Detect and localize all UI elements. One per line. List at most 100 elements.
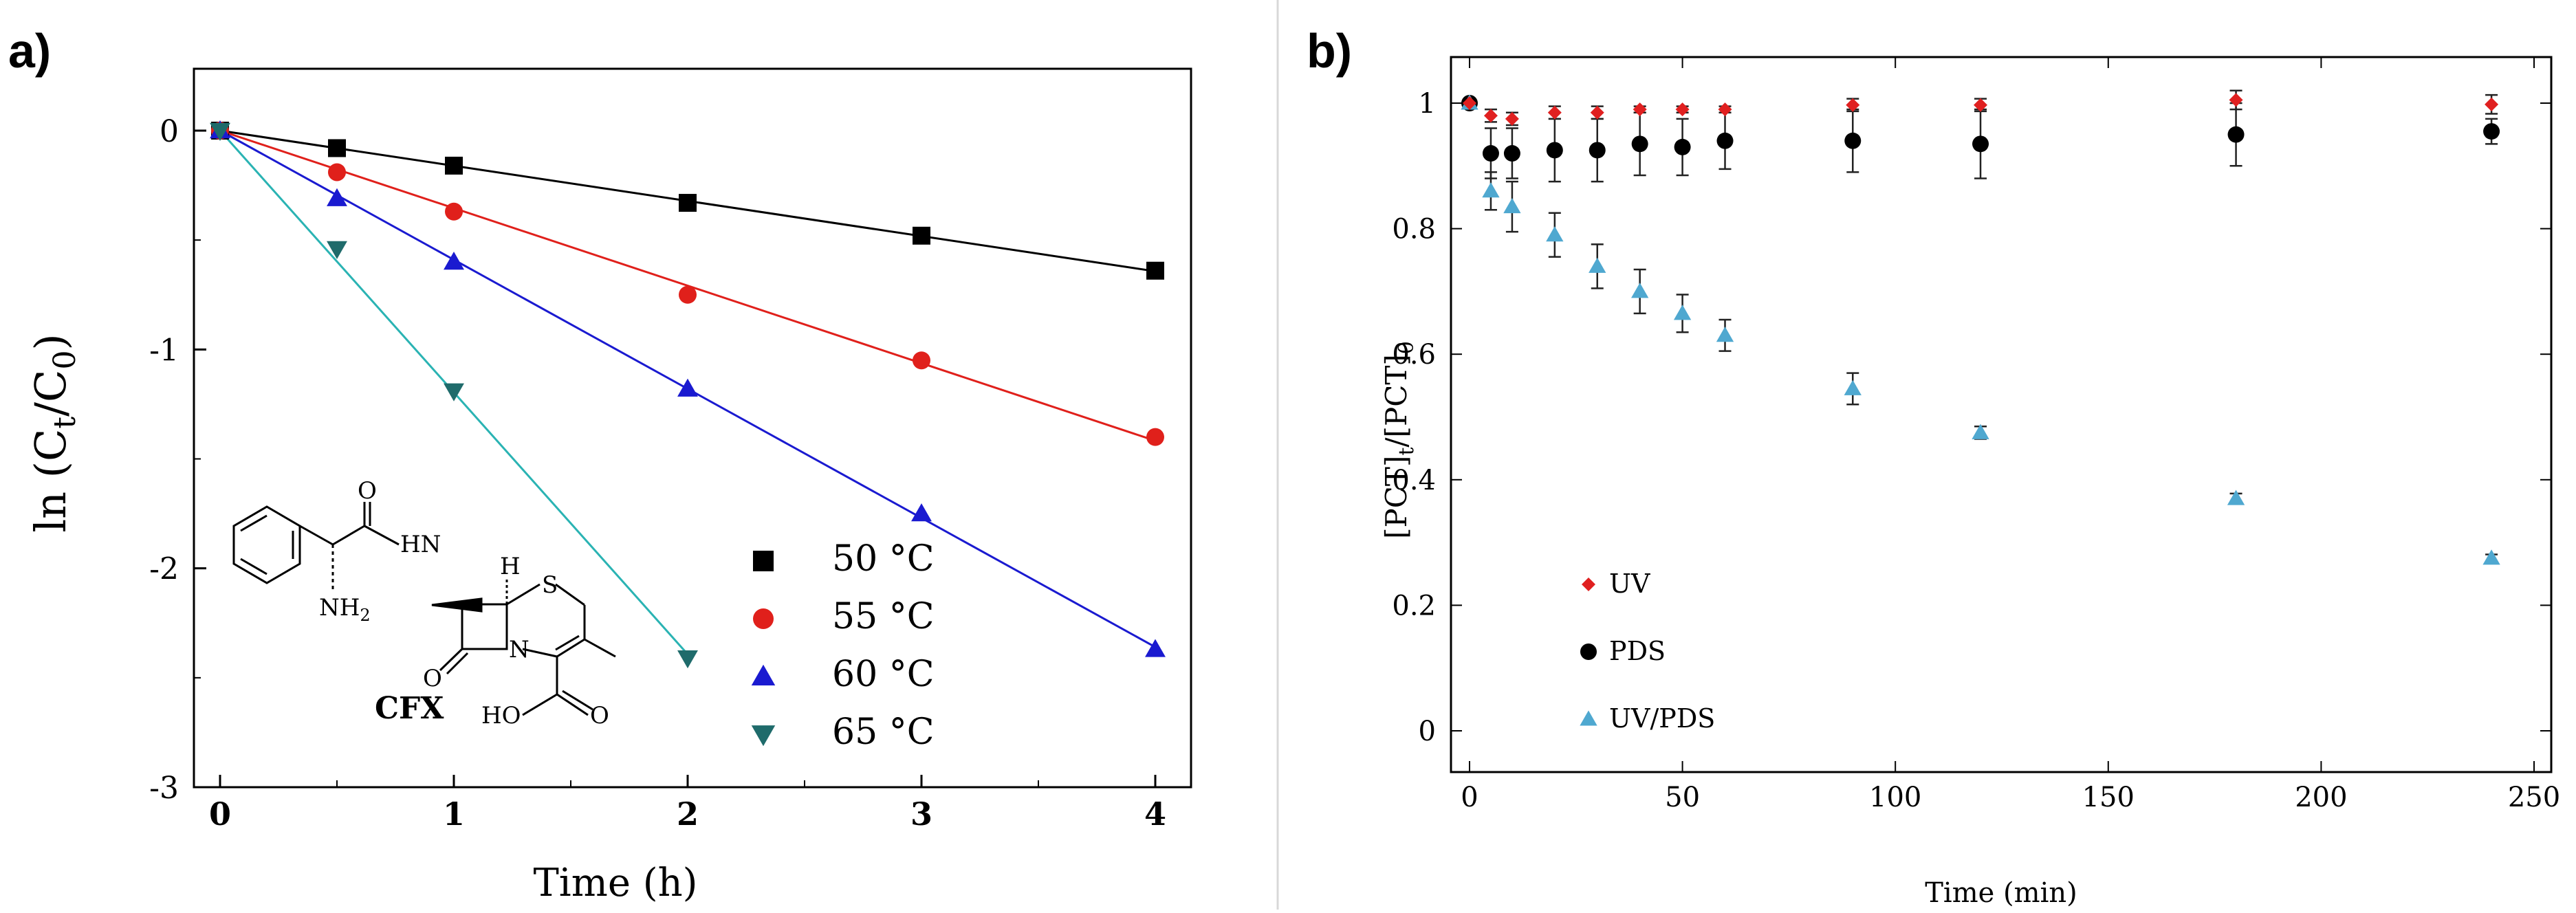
data-point bbox=[328, 139, 346, 157]
y-tick-label-a: 0 bbox=[160, 114, 179, 149]
legend-label: PDS bbox=[1609, 636, 1666, 666]
ylabel-b-a: [PCT] bbox=[1379, 456, 1413, 539]
data-point bbox=[1463, 96, 1476, 110]
x-tick-label-a: 3 bbox=[910, 795, 932, 833]
data-point bbox=[1590, 105, 1604, 120]
data-point bbox=[1631, 283, 1649, 298]
data-point bbox=[679, 194, 697, 212]
legend-marker bbox=[1580, 644, 1597, 660]
ylabel-a-prefix: ln (C bbox=[25, 429, 76, 533]
data-point bbox=[1505, 111, 1519, 126]
x-tick-label-a: 1 bbox=[443, 795, 465, 833]
data-point bbox=[328, 163, 346, 182]
ylabel-a-sub2: 0 bbox=[47, 351, 83, 370]
legend-marker bbox=[753, 551, 774, 571]
data-point bbox=[1716, 327, 1734, 342]
plot-a-points bbox=[210, 120, 1166, 669]
data-point bbox=[1846, 98, 1860, 112]
atom-oh: HO bbox=[481, 702, 521, 729]
plot-a-legend: 50 °C 55 °C 60 °C 65 °C bbox=[751, 538, 934, 753]
y-tick-label-a: -1 bbox=[149, 333, 179, 368]
fit-line bbox=[219, 129, 1156, 442]
plot-a-ylabel: ln (Ct/C0) bbox=[25, 333, 83, 532]
atom-nh2: NH2 bbox=[319, 594, 371, 625]
legend-label: 50 °C bbox=[832, 538, 934, 580]
x-tick-label-b: 200 bbox=[2295, 782, 2347, 813]
data-point bbox=[1589, 142, 1606, 159]
legend-marker bbox=[1580, 710, 1597, 726]
data-point bbox=[677, 650, 698, 669]
legend-marker bbox=[751, 725, 776, 747]
y-tick-label-b: 0.6 bbox=[1392, 339, 1436, 371]
data-point bbox=[210, 122, 230, 141]
data-point bbox=[2485, 97, 2499, 111]
ylabel-a-sub1: t bbox=[47, 417, 83, 429]
data-point bbox=[911, 503, 932, 522]
data-point bbox=[913, 226, 930, 245]
x-tick-label-b: 0 bbox=[1461, 782, 1478, 813]
data-point bbox=[444, 252, 464, 270]
phenyl-ring bbox=[232, 505, 301, 584]
panel-b-label: b) bbox=[1307, 24, 1352, 78]
atom-o1: O bbox=[358, 477, 377, 505]
data-point bbox=[1716, 132, 1734, 149]
data-point bbox=[1146, 428, 1164, 446]
data-point bbox=[679, 285, 697, 304]
y-tick-label-a: -3 bbox=[149, 771, 179, 806]
data-point bbox=[1633, 102, 1647, 117]
panel-b: b) 0 50 100 150 200 250 0 0.2 0.4 0.6 0.8 1 Time (m… bbox=[1307, 24, 2560, 909]
data-point bbox=[1482, 145, 1499, 162]
x-tick-label-b: 250 bbox=[2508, 782, 2560, 813]
data-point bbox=[1673, 305, 1692, 320]
data-point bbox=[1844, 132, 1862, 149]
data-point bbox=[2229, 93, 2243, 107]
legend-marker bbox=[751, 664, 776, 685]
data-point bbox=[1146, 261, 1164, 280]
atom-h: H bbox=[500, 553, 521, 580]
ylabel-b-b: /[PCT] bbox=[1379, 354, 1413, 447]
atom-hn: HN bbox=[400, 531, 441, 558]
plot-a-frame bbox=[193, 67, 1192, 789]
cfx-atom-labels: O HN H S NH2 N O HO O CFX bbox=[319, 477, 609, 729]
x-tick-label-a: 2 bbox=[677, 795, 699, 833]
atom-o3: O bbox=[590, 702, 609, 729]
x-tick-label-b: 150 bbox=[2082, 782, 2135, 813]
data-point bbox=[1546, 142, 1563, 159]
data-point bbox=[445, 156, 463, 175]
ylabel-a-suffix: ) bbox=[25, 333, 76, 350]
data-point bbox=[1972, 135, 1989, 153]
data-point bbox=[1482, 182, 1500, 198]
plot-b-points bbox=[1461, 89, 2500, 565]
legend-label: UV/PDS bbox=[1609, 703, 1715, 734]
legend-label: 65 °C bbox=[832, 712, 934, 753]
legend-label: UV bbox=[1609, 569, 1650, 599]
x-tick-label-a: 0 bbox=[209, 795, 231, 833]
data-point bbox=[1145, 639, 1166, 657]
panel-a: a) 0 1 2 3 40-1-2-3 Time (h) ln (Ct/C0) 50 °… bbox=[8, 24, 1192, 905]
y-tick-label-b: 0 bbox=[1419, 716, 1436, 747]
data-point bbox=[1675, 102, 1690, 117]
atom-o2: O bbox=[423, 665, 442, 692]
plot-a-ticks: 0 1 2 3 4 0 -1 -2 -3 bbox=[149, 114, 1166, 833]
data-point bbox=[2482, 549, 2500, 565]
y-tick-label-a: -2 bbox=[149, 552, 179, 587]
ylabel-a-mid: /C bbox=[25, 370, 76, 417]
data-point bbox=[1503, 145, 1520, 162]
compound-label: CFX bbox=[375, 691, 444, 726]
plot-b-ticks: 0 50 100 150 200 250 0 0.2 0.4 0.6 0.8 1 bbox=[1392, 57, 2560, 813]
plot-a-xlabel: Time (h) bbox=[533, 861, 697, 905]
data-point bbox=[445, 202, 463, 221]
y-tick-label-b: 1 bbox=[1419, 88, 1436, 120]
atom-n: N bbox=[509, 636, 530, 663]
data-point bbox=[1547, 105, 1562, 120]
data-point bbox=[1589, 257, 1606, 273]
legend-marker bbox=[753, 608, 774, 629]
data-point bbox=[444, 383, 464, 402]
x-tick-label-a: 4 bbox=[1144, 795, 1166, 833]
data-point bbox=[327, 188, 347, 206]
ylabel-b-sub1: t bbox=[1395, 448, 1419, 456]
y-tick-label-b: 0.8 bbox=[1392, 214, 1436, 245]
data-point bbox=[1974, 98, 1988, 112]
